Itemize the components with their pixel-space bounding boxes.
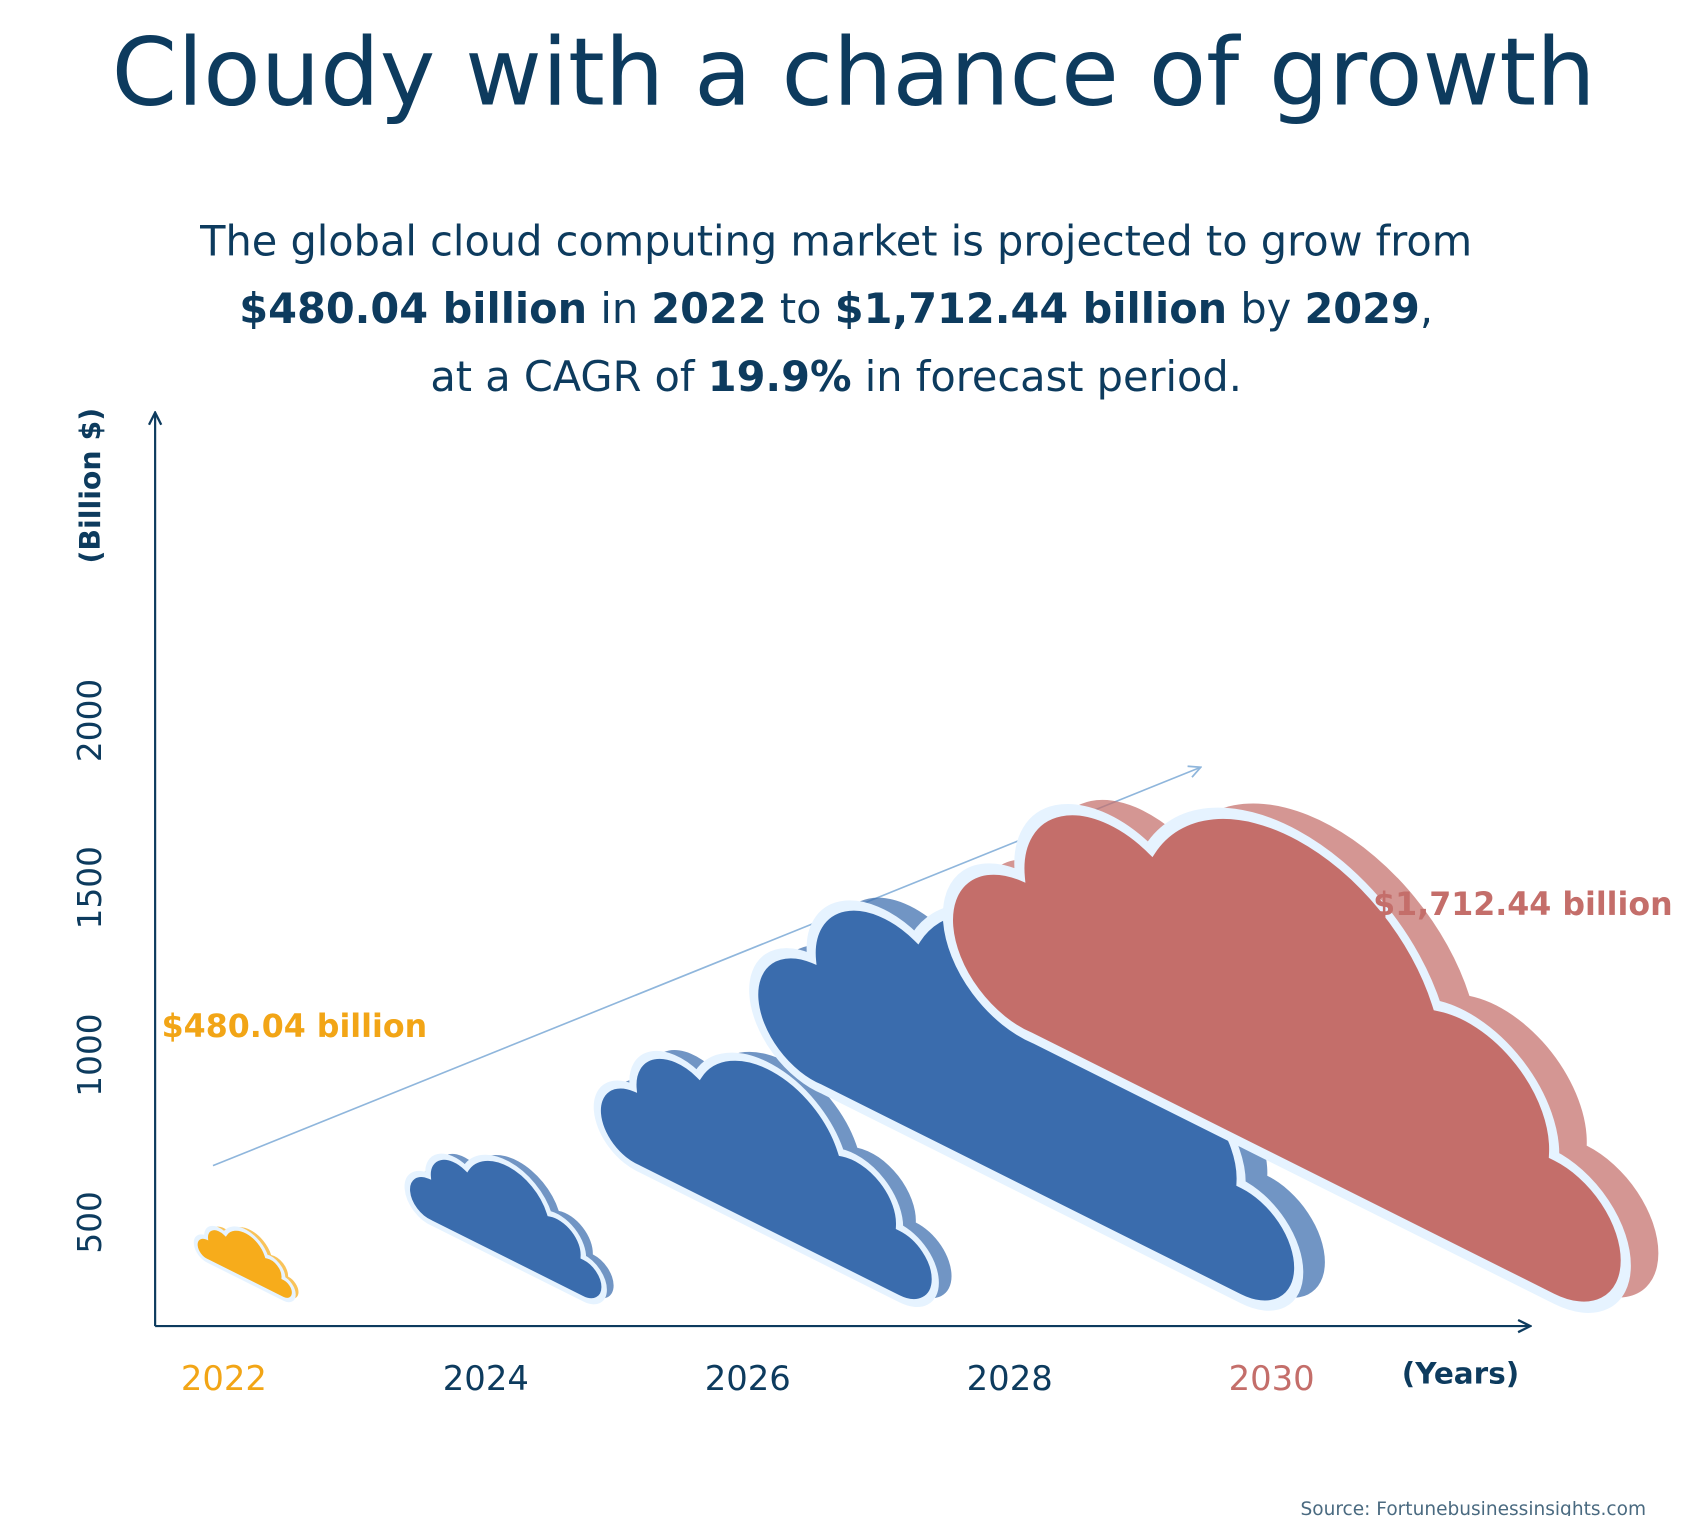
cloud bbox=[193, 1225, 299, 1303]
cloud bbox=[404, 1153, 614, 1305]
subtitle-segment: 2022 bbox=[651, 285, 766, 333]
subtitle-segment: The global cloud computing market is pro… bbox=[199, 217, 1472, 265]
x-tick-label: 2022 bbox=[181, 1359, 267, 1398]
x-tick-label: 2024 bbox=[443, 1359, 529, 1398]
x-axis-label: (Years) bbox=[1402, 1357, 1519, 1391]
subtitle-segment: 19.9% bbox=[708, 353, 852, 401]
subtitle-line: at a CAGR of 19.9% in forecast period. bbox=[430, 353, 1242, 401]
cloud-front bbox=[193, 1225, 296, 1303]
subtitle-segment: $1,712.44 billion bbox=[835, 285, 1227, 333]
x-tick-label: 2026 bbox=[705, 1359, 791, 1398]
subtitle-segment: , bbox=[1420, 285, 1433, 333]
subtitle-segment: 2029 bbox=[1304, 285, 1419, 333]
y-tick-label: 2000 bbox=[71, 679, 109, 762]
x-tick-label: 2028 bbox=[967, 1359, 1053, 1398]
x-tick-label: 2030 bbox=[1229, 1359, 1315, 1398]
subtitle-segment: by bbox=[1227, 285, 1304, 333]
y-tick-label: 1500 bbox=[71, 846, 109, 929]
subtitle-line: The global cloud computing market is pro… bbox=[199, 217, 1472, 265]
subtitle-segment: in forecast period. bbox=[852, 353, 1242, 401]
cloud bbox=[593, 1050, 952, 1307]
y-tick-label: 1000 bbox=[71, 1013, 109, 1096]
cloud-front bbox=[404, 1153, 607, 1305]
subtitle-segment: in bbox=[587, 285, 651, 333]
subtitle-segment: at a CAGR of bbox=[430, 353, 707, 401]
subtitle: The global cloud computing market is pro… bbox=[199, 217, 1472, 400]
y-axis-label: (Billion $) bbox=[74, 408, 107, 564]
value-label: $480.04 billion bbox=[162, 1009, 427, 1045]
subtitle-segment: to bbox=[767, 285, 835, 333]
chart-title: Cloudy with a chance of growth bbox=[112, 18, 1596, 127]
cloud-front bbox=[593, 1050, 939, 1307]
cloud bbox=[942, 799, 1659, 1313]
value-label: $1,712.44 billion bbox=[1373, 887, 1672, 923]
subtitle-line: $480.04 billion in 2022 to $1,712.44 bil… bbox=[239, 285, 1433, 333]
y-tick-label: 500 bbox=[71, 1191, 109, 1253]
subtitle-segment: $480.04 billion bbox=[239, 285, 587, 333]
source: Source: Fortunebusinessinsights.com bbox=[1300, 1499, 1646, 1516]
cloud-front bbox=[942, 804, 1631, 1313]
